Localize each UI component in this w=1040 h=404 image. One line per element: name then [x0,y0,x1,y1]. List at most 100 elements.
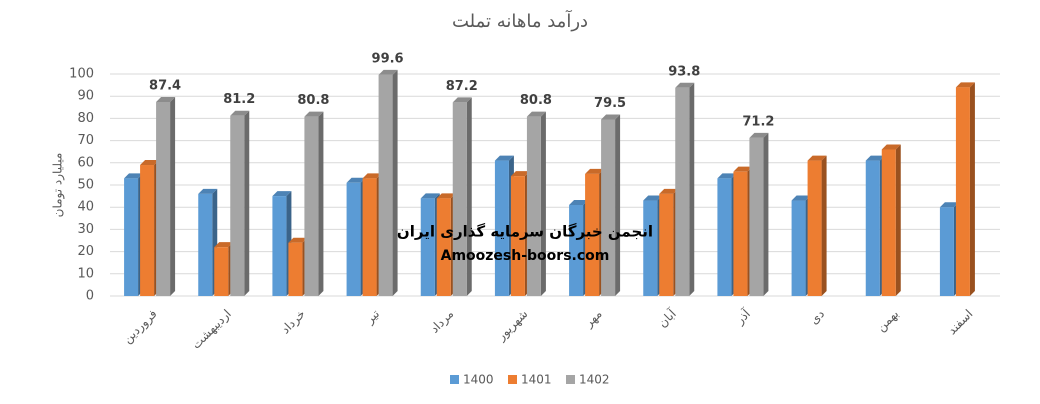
bar-top [288,237,308,243]
bar-side [244,110,250,297]
bar [526,116,541,297]
bar [230,115,245,297]
data-label: 81.2 [223,92,255,107]
bar-top [791,195,811,201]
legend-swatch [566,375,575,384]
bar-top [601,114,621,120]
data-label: 71.2 [742,114,774,129]
bar [494,160,509,296]
bar [717,178,732,296]
bar-top [140,160,160,166]
data-label: 79.5 [594,96,626,111]
bar [420,198,435,296]
bar [362,178,377,296]
data-label: 93.8 [668,64,700,79]
y-tick-label: 90 [77,89,94,104]
bar [156,101,171,296]
x-tick-label: مرداد [427,307,457,337]
bar [346,182,361,296]
x-tick-label: اسفند [945,307,976,338]
y-tick-label: 70 [77,133,94,148]
x-tick-label: اردیبهشت [189,307,235,353]
bar [214,247,229,296]
bar-side [895,144,901,296]
bar-top [436,193,456,199]
bar [865,160,880,296]
bar-top [494,155,514,161]
bar [272,196,287,296]
x-tick-label: خرداد [278,307,308,337]
legend-swatch [450,375,459,384]
bar-side [170,96,176,296]
bar-top [346,177,366,183]
bar-top [807,155,827,161]
bar-top [378,69,398,75]
bar-top [881,144,901,150]
bar-top [865,155,885,161]
bar [675,87,690,296]
chart-title: درآمد ماهانه تملت [452,9,588,32]
bar-top [230,110,250,116]
bar [198,193,213,296]
bar [452,102,467,296]
bar-top [939,202,959,208]
bar [601,119,616,296]
bar-side [392,69,398,296]
bar [569,204,584,296]
data-label: 80.8 [520,93,552,108]
x-tick-label: شهریور [493,307,531,345]
bar [791,200,806,296]
bar [140,165,155,296]
legend-label: 1401 [521,373,552,387]
bar-top [643,195,663,201]
data-label: 87.2 [446,79,478,94]
x-tick-label: بهمن [874,307,902,335]
plot-area: 0 10 20 30 40 50 60 70 80 90 100 فروردین 87.4 اردیبهش… [69,51,1000,387]
y-tick-label: 30 [77,222,94,237]
bar-top [510,171,530,177]
bar-side [615,114,621,296]
y-tick-label: 100 [69,67,94,82]
legend-label: 1400 [463,373,494,387]
bar-top [749,132,769,138]
y-tick-label: 20 [77,244,94,259]
x-tick-label: آبان [655,306,680,331]
bar-side [689,82,695,296]
legend-label: 1402 [579,373,610,387]
bar [881,149,896,296]
bar-side [466,97,472,296]
bar [939,207,954,296]
y-tick-label: 40 [77,200,94,215]
bar-top [452,97,472,103]
bar-top [955,82,975,88]
bar [288,242,303,296]
bar [124,178,139,296]
bar [733,171,748,296]
bar-top [675,82,695,88]
watermark: Amoozesh-boors.com [441,248,610,264]
bar [378,74,393,296]
bar-top [214,242,234,248]
data-label: 87.4 [149,78,181,93]
bar-top [304,111,324,117]
y-tick-label: 60 [77,155,94,170]
bar [436,198,451,296]
x-tick-label: فروردین [120,307,160,347]
bar-top [156,96,176,102]
y-tick-label: 50 [77,178,94,193]
x-tick-label: دی [807,307,827,327]
bar-side [969,82,975,296]
bar-top [124,173,144,179]
bar-top [569,199,589,205]
bar-top [717,173,737,179]
bar [659,193,674,296]
bar-side [318,111,324,297]
bar-top [272,191,292,197]
y-tick-label: 0 [86,289,94,304]
y-tick-label: 80 [77,111,94,126]
bar [807,160,822,296]
data-label: 99.6 [372,51,404,66]
x-tick-label: تیر [362,307,383,328]
bar-side [540,111,546,297]
